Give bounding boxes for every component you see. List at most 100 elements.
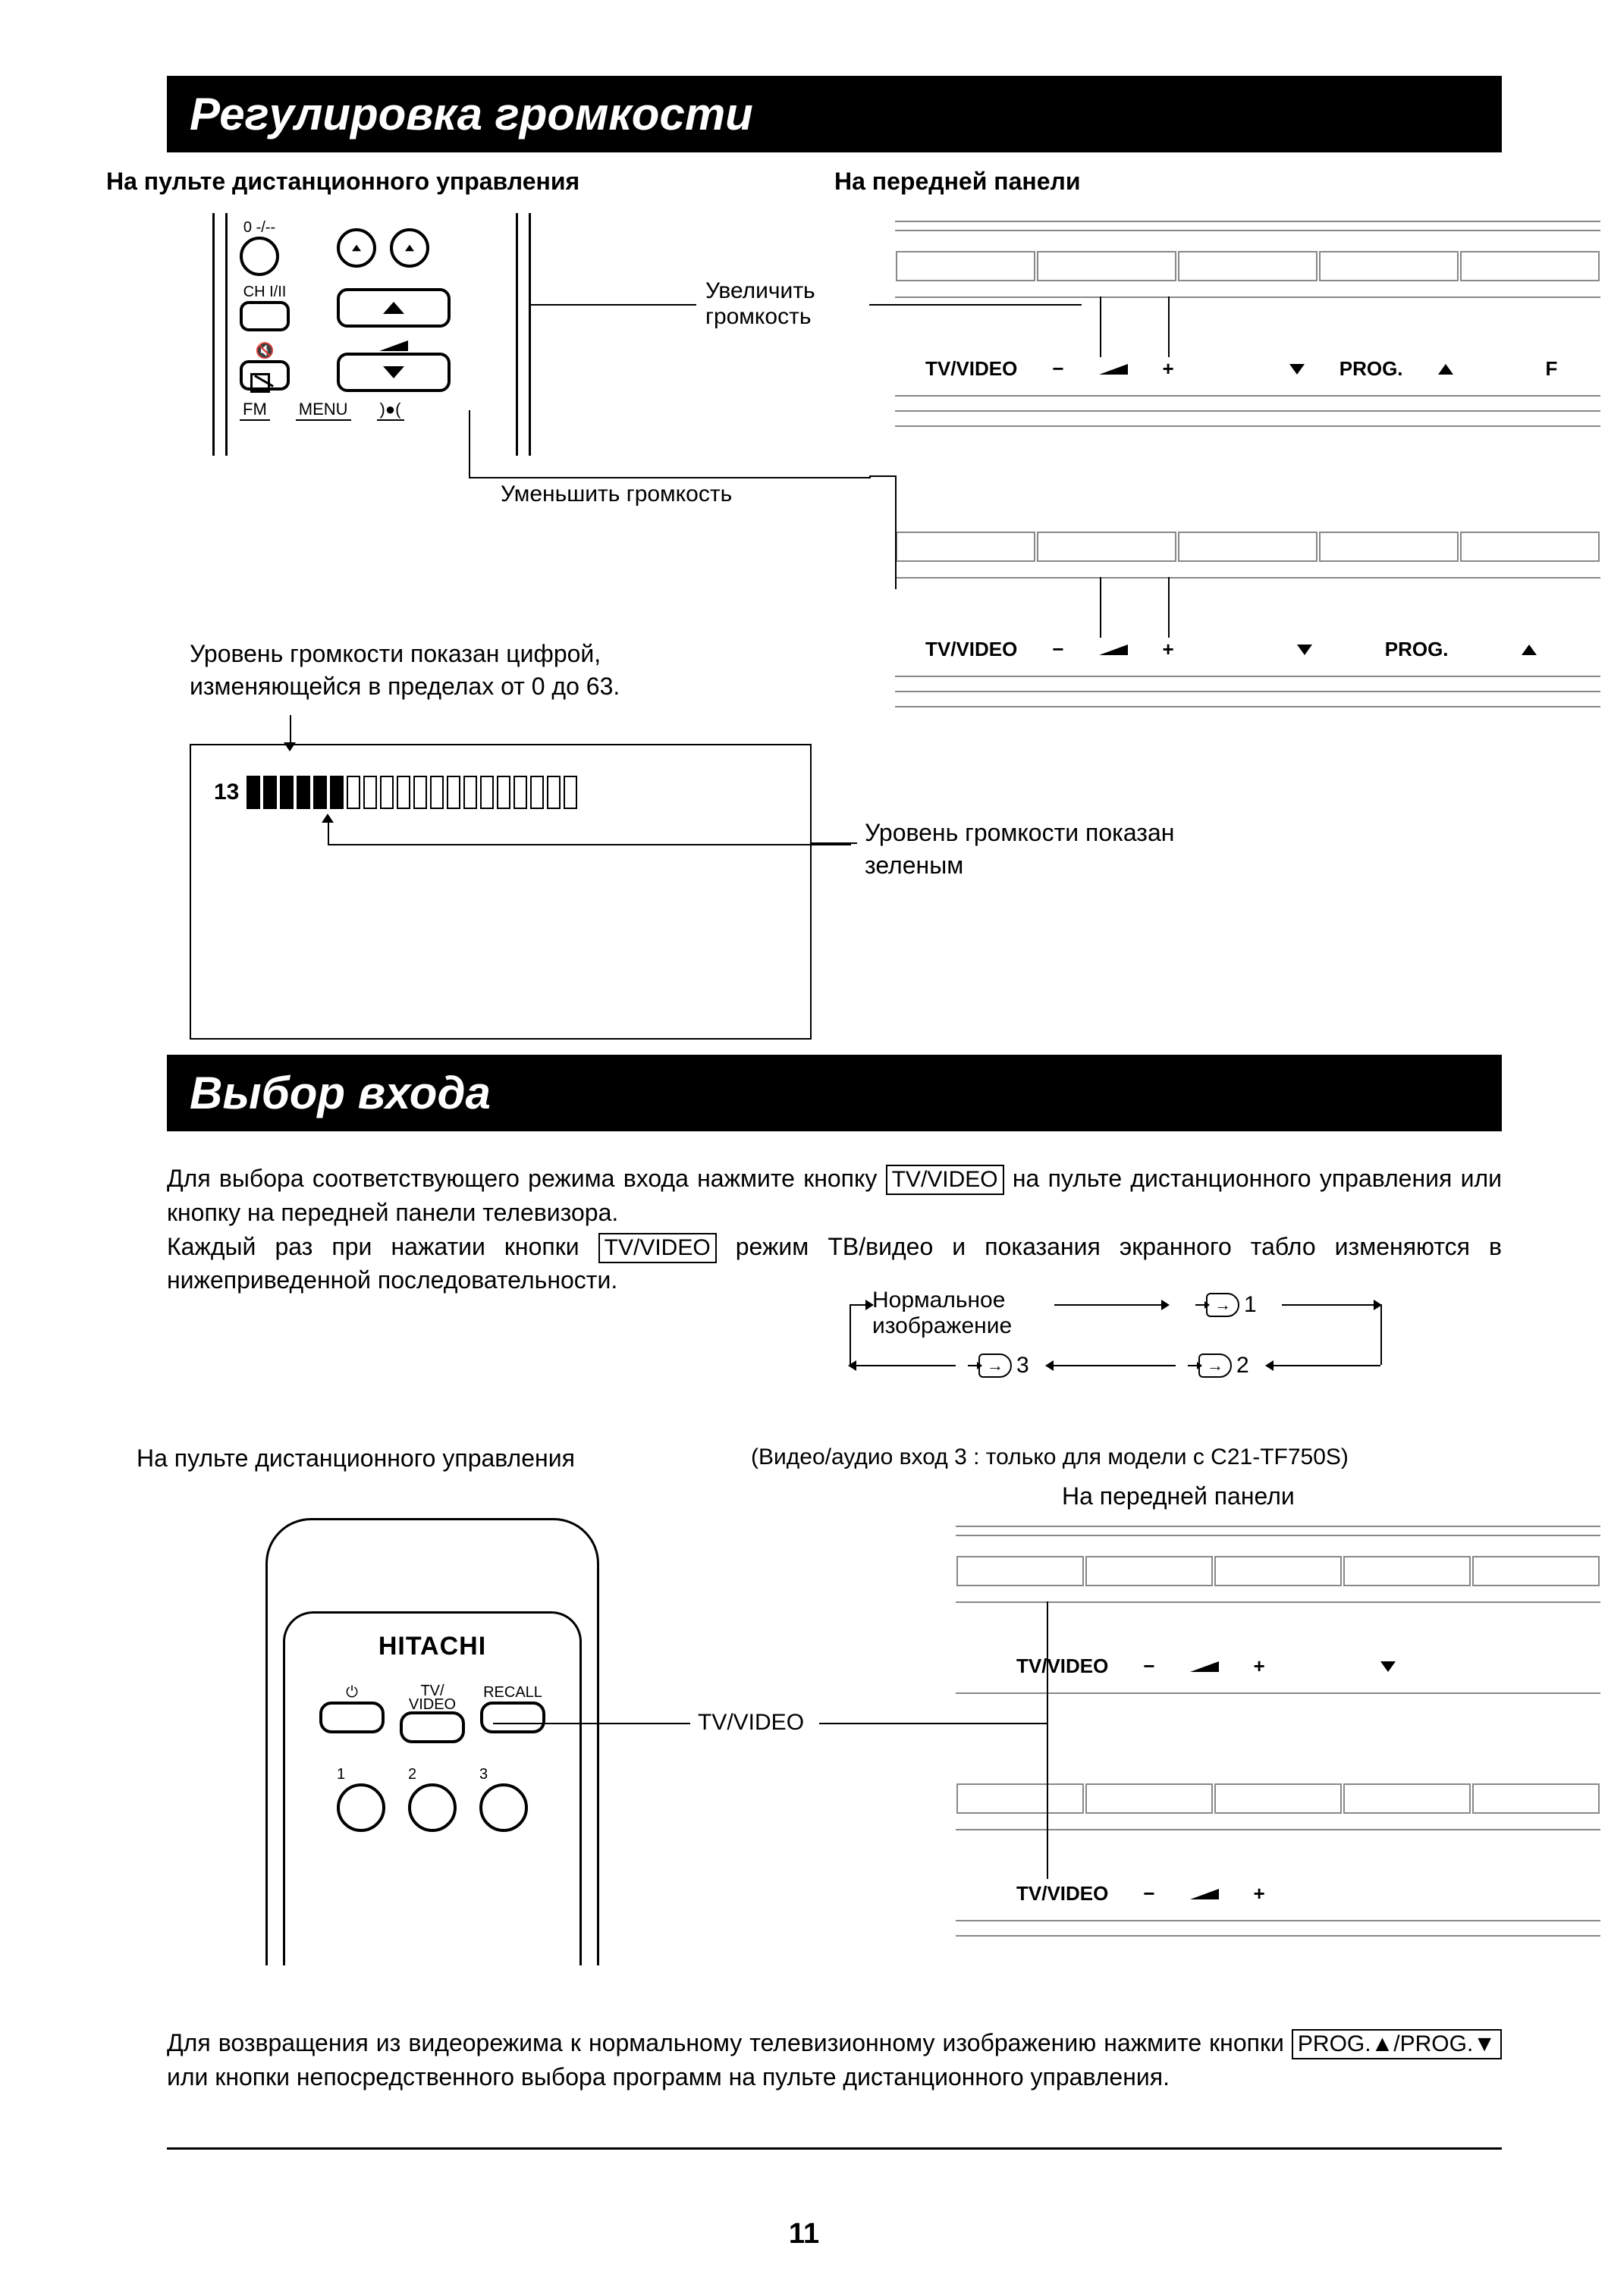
- btn-vol-down: [337, 353, 451, 392]
- lbl-f: F: [1546, 357, 1558, 381]
- vol-wedge-icon: [379, 340, 408, 351]
- volume-segment: [330, 776, 344, 809]
- volume-value: 13: [214, 779, 239, 805]
- label-ch: CH I/II: [243, 284, 287, 301]
- d3-label: 3: [479, 1766, 488, 1783]
- btn-nav-up: [390, 228, 429, 268]
- volume-segment: [530, 776, 544, 809]
- front-panel-4: TV/VIDEO − +: [956, 1783, 1600, 1958]
- volume-segment: [380, 776, 394, 809]
- label-menu: MENU: [296, 400, 351, 421]
- remote-inner: 0 -/-- CH I/II: [225, 213, 518, 456]
- para-1: Для выбора соответствующего режима входа…: [167, 1162, 1502, 1230]
- btn-3: [479, 1783, 528, 1832]
- tri-up-icon: [1438, 364, 1453, 375]
- lbl-plus4: +: [1254, 1882, 1265, 1905]
- lbl-prog: PROG.: [1339, 357, 1403, 381]
- boxed-tvvideo-1: TV/VIDEO: [886, 1165, 1004, 1195]
- input-section: Для выбора соответствующего режима входа…: [167, 1162, 1502, 2208]
- page-number: 11: [0, 2218, 1608, 2251]
- cycle-in3: →3: [978, 1353, 1029, 1379]
- volume-section: На пульте дистанционного управления На п…: [167, 168, 1502, 1055]
- volume-segment: [347, 776, 360, 809]
- decrease-label: Уменьшить громкость: [501, 481, 732, 507]
- volume-segment: [413, 776, 427, 809]
- tri-dn-icon3: [1380, 1661, 1396, 1672]
- volume-segment: [480, 776, 494, 809]
- lbl-minus: −: [1052, 357, 1063, 381]
- lbl-minus4: −: [1143, 1882, 1154, 1905]
- volume-segment: [497, 776, 510, 809]
- model-note: (Видео/аудио вход 3 : только для модели …: [751, 1442, 1349, 1473]
- btn-vol-up: [337, 288, 451, 328]
- volume-segment: [463, 776, 477, 809]
- callout-tvvideo: TV/VIDEO: [698, 1708, 804, 1739]
- lbl-tvvideo2: TV/VIDEO: [925, 638, 1017, 661]
- remote-diagram: 0 -/-- CH I/II: [212, 213, 531, 456]
- green-text: Уровень громкости показан зеленым: [865, 817, 1183, 882]
- btn-tvvideo: [400, 1711, 465, 1743]
- lbl-plus3: +: [1254, 1655, 1265, 1678]
- section2-header: Выбор входа: [167, 1055, 1502, 1131]
- btn-ch: [240, 301, 290, 331]
- lbl-minus2: −: [1052, 638, 1063, 661]
- btn-recall: [480, 1702, 545, 1733]
- vol-wedge-icon-panel4: [1190, 1889, 1219, 1899]
- lbl-plus: +: [1163, 357, 1174, 381]
- tri-dn-icon: [1289, 364, 1305, 375]
- label-fm: FM: [240, 400, 270, 421]
- volume-segment: [313, 776, 327, 809]
- volume-segment: [430, 776, 444, 809]
- label-mute: 🔇: [256, 341, 275, 360]
- label-0: 0 -/--: [243, 219, 275, 237]
- volume-segment: [363, 776, 377, 809]
- boxed-tvvideo-2: TV/VIDEO: [598, 1233, 717, 1263]
- vol-wedge-icon-panel2: [1099, 645, 1128, 655]
- remote2-diagram: HITACHI ⏻ TV/ VIDEO RECALL 1 2 3: [265, 1518, 599, 1965]
- volume-segment: [513, 776, 527, 809]
- vol-up-icon: [383, 302, 404, 314]
- vol-wedge-icon-panel3: [1190, 1661, 1219, 1672]
- d2-label: 2: [408, 1766, 416, 1783]
- btn-0: [240, 237, 279, 276]
- btn-nav-down: [337, 228, 376, 268]
- section1-header: Регулировка громкости: [167, 76, 1502, 152]
- volume-segment: [397, 776, 410, 809]
- remote-caption-2: На пульте дистанционного управления: [137, 1442, 575, 1475]
- btn-power: [319, 1702, 385, 1733]
- panel-caption-2: На передней панели: [1062, 1480, 1295, 1513]
- power-label: ⏻: [346, 1684, 358, 1702]
- btn-2: [408, 1783, 457, 1832]
- volume-bar: 13: [214, 776, 577, 809]
- front-panel-1: TV/VIDEO − + PROG. F: [895, 221, 1600, 456]
- btn-1: [337, 1783, 385, 1832]
- lbl-tvvideo: TV/VIDEO: [925, 357, 1017, 381]
- lbl-tvvideo4: TV/VIDEO: [1016, 1882, 1108, 1905]
- cycle-diagram: Нормальное изображение →1 →2 →3: [819, 1291, 1471, 1397]
- bottom-rule: [167, 2147, 1502, 2150]
- boxed-prog: PROG.▲/PROG.▼: [1292, 2029, 1502, 2059]
- lbl-minus3: −: [1143, 1655, 1154, 1678]
- cycle-in2: →2: [1198, 1353, 1249, 1379]
- remote-caption: На пульте дистанционного управления: [106, 168, 579, 196]
- range-text: Уровень громкости показан цифрой, изменя…: [190, 638, 736, 703]
- vol-wedge-icon-panel: [1099, 364, 1128, 375]
- lbl-prog2: PROG.: [1385, 638, 1449, 661]
- volume-segment: [263, 776, 277, 809]
- tri-up-icon2: [1522, 645, 1537, 655]
- volume-segment: [447, 776, 460, 809]
- volume-segment: [547, 776, 561, 809]
- volume-segment: [247, 776, 260, 809]
- para-2: Каждый раз при нажатии кнопки TV/VIDEO р…: [167, 1230, 1502, 1298]
- label-stereo: )●(: [377, 400, 404, 421]
- para-3: Для возвращения из видеорежима к нормаль…: [167, 2026, 1502, 2094]
- cycle-in1: →1: [1206, 1292, 1257, 1318]
- lbl-tvvideo3: TV/VIDEO: [1016, 1655, 1108, 1678]
- d1-label: 1: [337, 1766, 345, 1783]
- page: Регулировка громкости На пульте дистанци…: [0, 0, 1608, 2296]
- btn-mute: [240, 360, 290, 391]
- vol-down-icon: [383, 366, 404, 378]
- cycle-normal: Нормальное изображение: [872, 1288, 1039, 1339]
- screen-display-box: 13: [190, 744, 812, 1040]
- lbl-plus2: +: [1163, 638, 1174, 661]
